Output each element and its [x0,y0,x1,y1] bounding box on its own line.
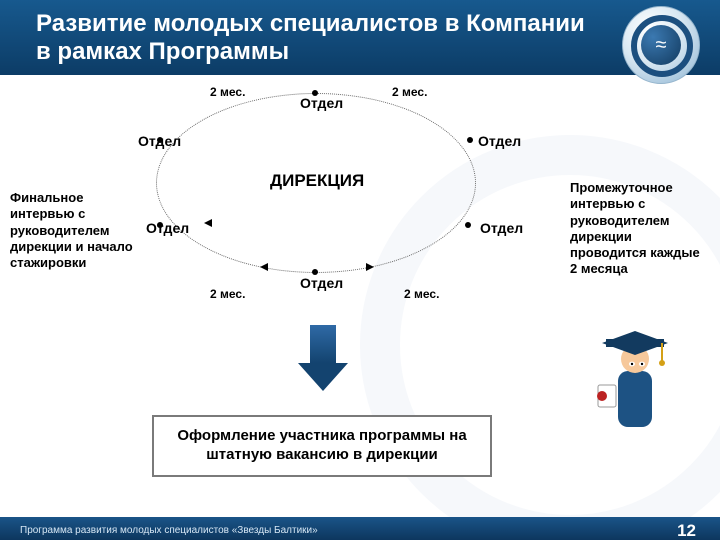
cycle-node-dot [467,137,473,143]
cycle-arrowhead-icon [204,219,212,227]
graduate-icon [590,325,680,445]
cycle-arrowhead-icon [366,263,374,271]
footer-bar: Программа развития молодых специалистов … [0,517,720,540]
footer-text: Программа развития молодых специалистов … [20,525,318,536]
title-bar: Развитие молодых специалистов в Компании… [0,0,720,75]
cycle-interval-label: 2 мес. [210,85,245,99]
cycle-center-label: ДИРЕКЦИЯ [270,171,364,191]
page-number: 12 [677,521,696,540]
side-text-left: Финальное интервью с руководителем дирек… [10,190,140,271]
cycle-node-label: Отдел [300,275,343,291]
cycle-node-label: Отдел [146,220,189,236]
cycle-node-label: Отдел [138,133,181,149]
side-text-right: Промежуточное интервью с руководителем д… [570,180,710,278]
cycle-node-label: Отдел [480,220,523,236]
outcome-box: Оформление участника программы на штатну… [152,415,492,477]
cycle-node-label: Отдел [300,95,343,111]
cycle-interval-label: 2 мес. [392,85,427,99]
diagram-stage: ДИРЕКЦИЯ Финальное интервью с руководите… [0,75,720,540]
page-title: Развитие молодых специалистов в Компании… [36,10,596,65]
cycle-node-label: Отдел [478,133,521,149]
cycle-interval-label: 2 мес. [404,287,439,301]
down-arrow-icon [298,325,348,395]
cycle-interval-label: 2 мес. [210,287,245,301]
cycle-arrowhead-icon [260,263,268,271]
company-logo: ≈ [622,6,700,84]
cycle-node-dot [465,222,471,228]
logo-ring [631,15,693,77]
